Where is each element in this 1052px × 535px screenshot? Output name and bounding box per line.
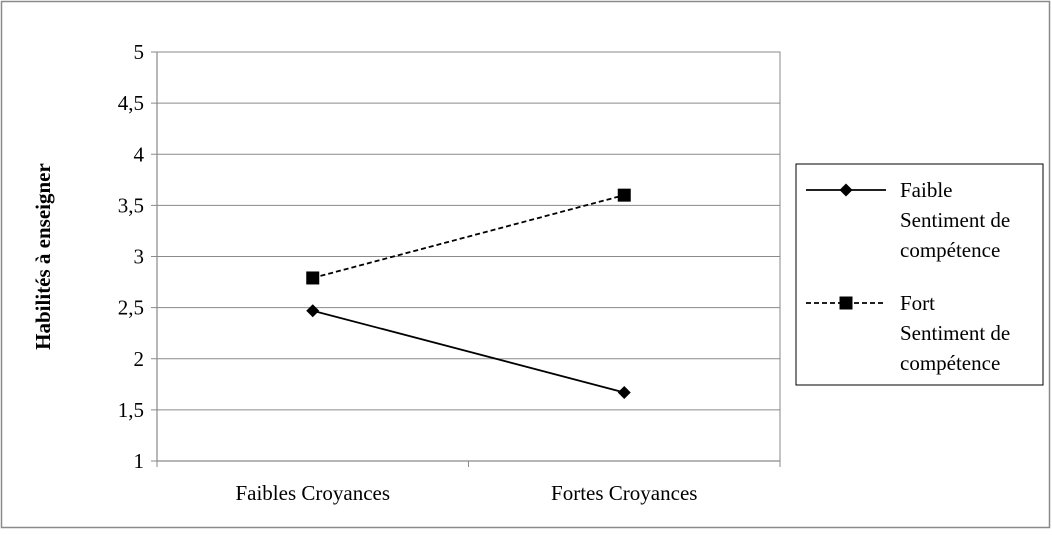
legend-box (795, 163, 1044, 386)
y-tick-label: 4,5 (118, 91, 144, 115)
gridlines (157, 51, 780, 411)
legend-label: Sentiment de (900, 321, 1010, 345)
legend-label: Fort (900, 291, 935, 315)
data-point (617, 188, 631, 202)
data-point (617, 385, 631, 399)
series-group (306, 188, 631, 399)
legend-label: compétence (900, 351, 1000, 375)
series-line (312, 309, 625, 394)
legend-label: Faible (900, 178, 953, 202)
series-0 (306, 304, 631, 399)
y-tick-label: 2 (134, 347, 145, 371)
x-tick-label: Fortes Croyances (551, 481, 697, 505)
legend-label: compétence (900, 238, 1000, 262)
series-1 (306, 188, 631, 285)
legend-marker (839, 183, 853, 197)
y-tick-label: 4 (134, 142, 145, 166)
data-point (306, 304, 320, 318)
axis-labels: 1 1,5 2 2,5 3 3,5 4 4,5 5 Faibles Croyances Fortes… (31, 40, 697, 505)
y-tick-label: 2,5 (118, 296, 144, 320)
legend-label: Sentiment de (900, 208, 1010, 232)
y-tick-label: 5 (134, 40, 145, 64)
y-tick-label: 1 (134, 449, 145, 473)
x-tick-label: Faibles Croyances (235, 481, 390, 505)
legend: Faible Sentiment de compétence Fort Sentimen… (795, 163, 1044, 386)
y-tick-label: 3 (134, 245, 145, 269)
series-line (312, 194, 625, 279)
y-axis-title: Habilités à enseigner (31, 163, 55, 350)
legend-marker (839, 296, 853, 310)
data-point (306, 271, 320, 285)
axes (151, 51, 781, 467)
y-tick-label: 1,5 (118, 398, 144, 422)
y-tick-label: 3,5 (118, 193, 144, 217)
